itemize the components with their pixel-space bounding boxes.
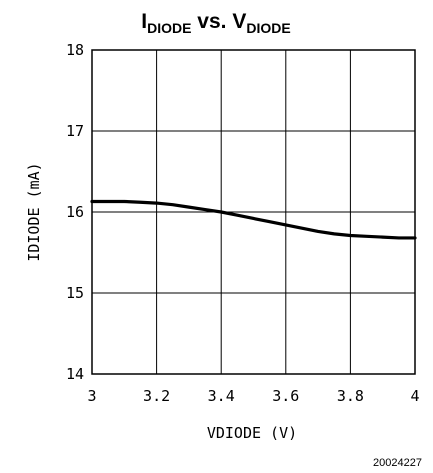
series-line-idiode — [90, 199, 417, 240]
y-tick-label: 16 — [66, 203, 84, 221]
grid-layer — [92, 50, 415, 374]
y-tick-label: 17 — [66, 122, 84, 140]
x-axis-label: VDIODE (V) — [207, 424, 297, 442]
chart-title-part1-subscript: DIODE — [147, 20, 191, 36]
figure-id-label: 20024227 — [373, 457, 422, 469]
chart-title-part2: V — [232, 10, 246, 33]
x-tick-label: 3.6 — [272, 387, 299, 405]
y-tick-label: 15 — [66, 284, 84, 302]
y-axis-label: IDIODE (mA) — [25, 162, 43, 261]
x-tick-label: 3 — [87, 387, 96, 405]
x-tick-label: 3.4 — [208, 387, 235, 405]
x-tick-label: 4 — [410, 387, 419, 405]
x-tick-label: 3.2 — [143, 387, 170, 405]
x-tick-label: 3.8 — [337, 387, 364, 405]
y-tick-label: 18 — [66, 41, 84, 59]
y-tick-label: 14 — [66, 365, 84, 383]
chart-title-part2-subscript: DIODE — [246, 20, 290, 36]
chart-title: IDIODE vs. VDIODE — [141, 10, 290, 36]
x-tick-labels: 3 3.2 3.4 3.6 3.8 4 — [87, 387, 419, 405]
chart-title-part1: I — [141, 10, 147, 33]
y-tick-labels: 14 15 16 17 18 — [66, 41, 84, 383]
chart-title-middle: vs. — [191, 10, 232, 33]
